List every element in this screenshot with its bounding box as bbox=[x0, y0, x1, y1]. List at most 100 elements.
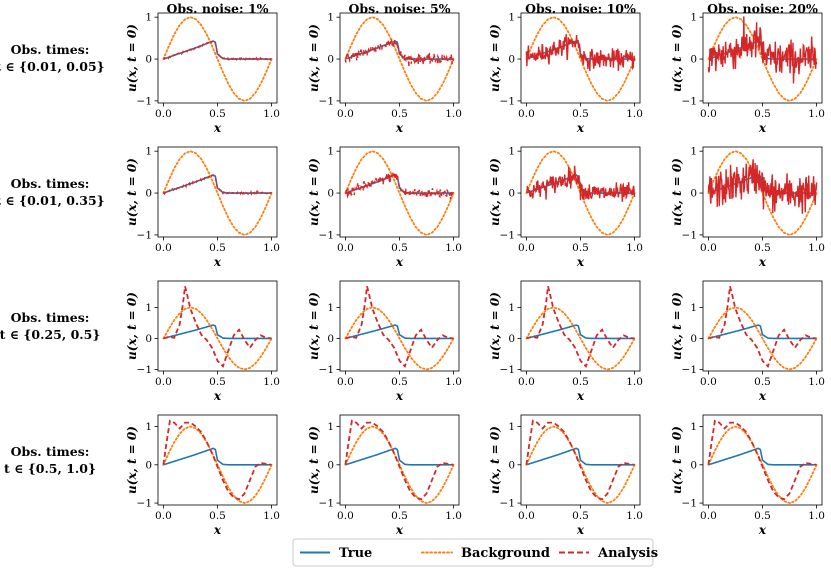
x-tick-label: 0.5 bbox=[754, 510, 771, 522]
x-axis-label: x bbox=[213, 523, 222, 537]
x-tick-label: 0.5 bbox=[391, 510, 408, 522]
y-tick-label: 1 bbox=[690, 12, 697, 24]
y-tick-label: −1 bbox=[137, 95, 152, 107]
x-tick-label: 0.0 bbox=[700, 376, 717, 388]
panels: 0.0 0.5 1.0 −1 0 1 x u(x, t = 0) 0.0 0.5 1.0 −1 0 1 x u… bbox=[125, 12, 825, 537]
legend-label-analysis: Analysis bbox=[597, 546, 658, 561]
x-tick-label: 1.0 bbox=[263, 510, 280, 522]
true-line bbox=[345, 324, 454, 340]
y-tick-label: 1 bbox=[327, 302, 334, 314]
y-tick-label: 0 bbox=[508, 459, 515, 471]
row-label-3-line2: t ∈ {0.25, 0.5} bbox=[0, 327, 100, 342]
y-tick-label: 1 bbox=[508, 302, 515, 314]
x-tick-label: 1.0 bbox=[263, 376, 280, 388]
x-tick-label: 0.0 bbox=[155, 242, 172, 254]
panel-r2-c3: 0.0 0.5 1.0 −1 0 1 x u(x, t = 0) bbox=[488, 146, 643, 269]
x-tick-label: 0.0 bbox=[337, 242, 354, 254]
analysis-line bbox=[526, 165, 636, 202]
y-tick-label: 0 bbox=[145, 188, 152, 200]
y-tick-label: −1 bbox=[319, 364, 334, 376]
y-tick-label: 0 bbox=[508, 54, 515, 66]
analysis-line bbox=[345, 286, 454, 369]
y-axis-label: u(x, t = 0) bbox=[670, 158, 684, 226]
y-tick-label: 0 bbox=[690, 333, 697, 345]
x-tick-label: 0.5 bbox=[754, 376, 771, 388]
y-tick-label: 0 bbox=[327, 333, 334, 345]
true-line bbox=[526, 324, 635, 340]
y-tick-label: 1 bbox=[145, 12, 152, 24]
axes-frame bbox=[520, 280, 641, 372]
x-axis-label: x bbox=[576, 121, 585, 135]
x-tick-label: 0.0 bbox=[700, 242, 717, 254]
panel-r3-c4: 0.0 0.5 1.0 −1 0 1 x u(x, t = 0) bbox=[670, 280, 825, 403]
panel-r2-c1: 0.0 0.5 1.0 −1 0 1 x u(x, t = 0) bbox=[125, 146, 280, 269]
y-tick-label: −1 bbox=[500, 498, 515, 510]
analysis-line bbox=[162, 173, 273, 198]
background-line bbox=[707, 306, 818, 371]
y-tick-label: −1 bbox=[137, 229, 152, 241]
true-line bbox=[708, 447, 817, 466]
x-tick-label: 0.5 bbox=[391, 376, 408, 388]
row-label-4-line2: t ∈ {0.5, 1.0} bbox=[4, 461, 96, 476]
y-tick-label: 0 bbox=[508, 188, 515, 200]
legend: True Background Analysis bbox=[292, 538, 658, 567]
x-tick-label: 1.0 bbox=[808, 242, 825, 254]
x-axis-label: x bbox=[395, 255, 404, 269]
x-tick-label: 1.0 bbox=[808, 376, 825, 388]
x-axis-label: x bbox=[395, 389, 404, 403]
row-label-1-line2: t ∈ {0.01, 0.05} bbox=[0, 59, 105, 74]
x-axis-label: x bbox=[395, 121, 404, 135]
row-label-4-line1: Obs. times: bbox=[11, 444, 90, 459]
y-tick-label: −1 bbox=[682, 498, 697, 510]
panel-r2-c4: 0.0 0.5 1.0 −1 0 1 x u(x, t = 0) bbox=[670, 146, 825, 269]
x-tick-label: 0.5 bbox=[391, 242, 408, 254]
y-tick-label: 1 bbox=[508, 146, 515, 158]
x-tick-label: 1.0 bbox=[263, 242, 280, 254]
column-titles: Obs. noise: 1% Obs. noise: 5% Obs. noise: … bbox=[166, 1, 818, 16]
y-tick-label: 0 bbox=[690, 459, 697, 471]
row-labels: Obs. times: t ∈ {0.01, 0.05} Obs. times: t … bbox=[0, 42, 105, 476]
legend-label-background: Background bbox=[461, 546, 550, 561]
y-tick-label: −1 bbox=[319, 95, 334, 107]
row-label-1-line1: Obs. times: bbox=[11, 42, 90, 57]
x-tick-label: 0.0 bbox=[518, 376, 535, 388]
background-line bbox=[162, 306, 273, 371]
panel-r4-c3: 0.0 0.5 1.0 −1 0 1 x u(x, t = 0) bbox=[488, 414, 643, 537]
x-tick-label: 1.0 bbox=[263, 108, 280, 120]
analysis-line bbox=[344, 171, 455, 200]
y-axis-label: u(x, t = 0) bbox=[125, 426, 139, 494]
background-line bbox=[525, 306, 636, 371]
y-tick-label: 0 bbox=[327, 188, 334, 200]
y-tick-label: 0 bbox=[690, 188, 697, 200]
background-line bbox=[344, 150, 455, 236]
y-axis-label: u(x, t = 0) bbox=[488, 292, 502, 360]
x-axis-label: x bbox=[758, 255, 767, 269]
x-tick-label: 0.0 bbox=[518, 108, 535, 120]
x-axis-label: x bbox=[758, 523, 767, 537]
y-tick-label: 0 bbox=[145, 333, 152, 345]
y-axis-label: u(x, t = 0) bbox=[307, 292, 321, 360]
true-line bbox=[163, 324, 272, 340]
y-tick-label: 0 bbox=[508, 333, 515, 345]
y-tick-label: −1 bbox=[500, 95, 515, 107]
y-axis-label: u(x, t = 0) bbox=[307, 426, 321, 494]
y-axis-label: u(x, t = 0) bbox=[670, 426, 684, 494]
y-axis-label: u(x, t = 0) bbox=[125, 292, 139, 360]
panel-r2-c2: 0.0 0.5 1.0 −1 0 1 x u(x, t = 0) bbox=[307, 146, 462, 269]
y-tick-label: −1 bbox=[137, 498, 152, 510]
true-line bbox=[163, 174, 272, 194]
y-tick-label: −1 bbox=[500, 364, 515, 376]
true-line bbox=[163, 447, 272, 466]
analysis-line bbox=[525, 419, 635, 501]
y-axis-label: u(x, t = 0) bbox=[307, 158, 321, 226]
y-tick-label: 1 bbox=[690, 421, 697, 433]
y-axis-label: u(x, t = 0) bbox=[125, 158, 139, 226]
analysis-line bbox=[344, 38, 455, 67]
x-tick-label: 1.0 bbox=[626, 510, 643, 522]
background-line bbox=[525, 16, 636, 102]
background-line bbox=[162, 16, 273, 102]
true-line bbox=[708, 324, 817, 340]
background-line bbox=[707, 16, 818, 102]
y-tick-label: 1 bbox=[327, 12, 334, 24]
